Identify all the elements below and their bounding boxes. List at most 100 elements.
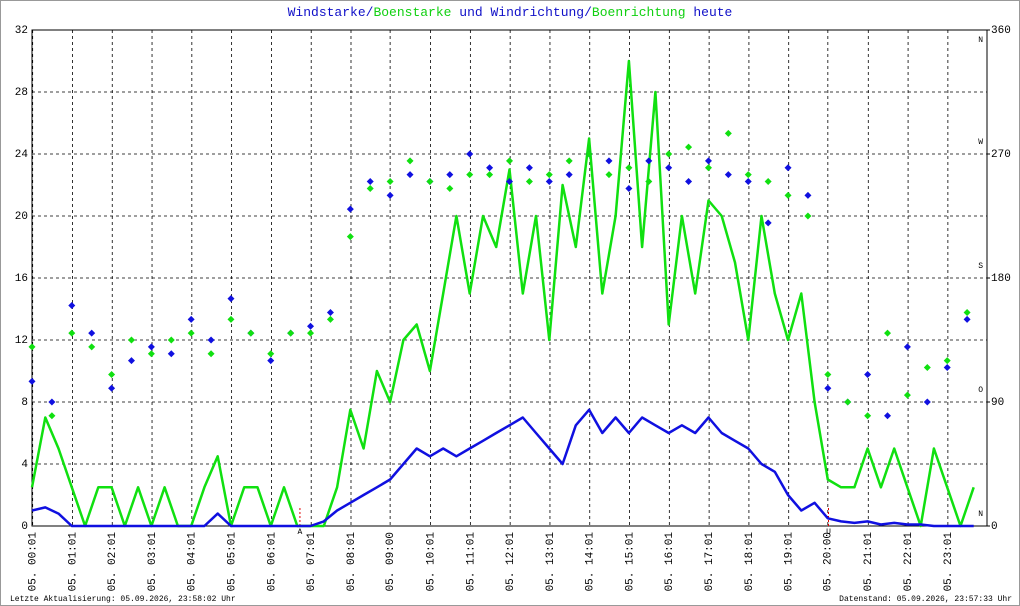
title-part: Windrichtung xyxy=(490,5,584,20)
direction-point xyxy=(605,171,613,179)
direction-point xyxy=(565,171,573,179)
title-part: Windstarke xyxy=(288,5,366,20)
direction-point xyxy=(486,171,494,179)
direction-point xyxy=(963,308,971,316)
direction-point xyxy=(744,171,752,179)
direction-point xyxy=(406,157,414,165)
direction-point xyxy=(545,178,553,186)
direction-point xyxy=(744,178,752,186)
direction-point xyxy=(108,384,116,392)
direction-point xyxy=(923,398,931,406)
x-tick-label: 05. 10:01 xyxy=(425,532,437,592)
annotation-label: A xyxy=(298,528,303,537)
direction-point xyxy=(167,350,175,358)
x-tick-label: 05. 18:01 xyxy=(744,532,756,592)
x-tick-label: 05. 13:01 xyxy=(545,532,557,592)
y2-tick-label: 90 xyxy=(991,397,1004,409)
x-tick-label: 05. 21:01 xyxy=(863,532,875,592)
y-tick-label: 0 xyxy=(21,521,28,533)
y-tick-label: 4 xyxy=(21,459,28,471)
direction-point xyxy=(585,150,593,158)
direction-point xyxy=(108,370,116,378)
x-tick-label: 05. 14:01 xyxy=(585,532,597,592)
direction-point xyxy=(864,412,872,420)
direction-point xyxy=(665,150,673,158)
title-part: und xyxy=(451,5,490,20)
direction-point xyxy=(446,184,454,192)
direction-point xyxy=(267,350,275,358)
direction-point xyxy=(28,343,36,351)
direction-point xyxy=(267,357,275,365)
direction-point xyxy=(386,178,394,186)
direction-point xyxy=(207,350,215,358)
direction-point xyxy=(406,171,414,179)
direction-point xyxy=(903,343,911,351)
direction-point xyxy=(625,184,633,192)
title-part: / xyxy=(584,5,592,20)
x-tick-label: 05. 04:01 xyxy=(187,532,199,592)
direction-point xyxy=(804,191,812,199)
direction-point xyxy=(127,357,135,365)
direction-point xyxy=(147,350,155,358)
direction-point xyxy=(227,315,235,323)
direction-point xyxy=(724,171,732,179)
x-tick-label: 05. 19:01 xyxy=(784,532,796,592)
y-tick-label: 24 xyxy=(15,149,29,161)
direction-point xyxy=(466,171,474,179)
x-tick-label: 05. 07:01 xyxy=(306,532,318,592)
x-tick-label: 05. 08:01 xyxy=(346,532,358,592)
x-tick-label: 05. 20:00 xyxy=(823,532,835,591)
direction-point xyxy=(625,164,633,172)
y-tick-label: 32 xyxy=(15,25,28,37)
x-tick-label: 05. 22:01 xyxy=(903,532,915,592)
y-tick-label: 8 xyxy=(21,397,28,409)
x-tick-label: 05. 16:01 xyxy=(664,532,676,592)
annotation-label: U xyxy=(826,528,831,537)
direction-point xyxy=(167,336,175,344)
x-tick-label: 05. 06:01 xyxy=(266,532,278,592)
direction-point xyxy=(784,164,792,172)
y2-compass-label: N xyxy=(978,36,983,45)
y2-tick-label: 360 xyxy=(991,25,1011,37)
title-part: Boenrichtung xyxy=(592,5,686,20)
direction-point xyxy=(545,171,553,179)
direction-point xyxy=(207,336,215,344)
y2-tick-label: 0 xyxy=(991,521,998,533)
direction-point xyxy=(704,157,712,165)
direction-point xyxy=(466,150,474,158)
x-tick-label: 05. 15:01 xyxy=(624,532,636,592)
y-tick-label: 12 xyxy=(15,335,28,347)
wind-line xyxy=(31,408,974,528)
direction-point xyxy=(685,178,693,186)
direction-point xyxy=(864,370,872,378)
direction-point xyxy=(525,164,533,172)
direction-point xyxy=(366,178,374,186)
direction-point xyxy=(88,343,96,351)
direction-point xyxy=(386,191,394,199)
x-tick-label: 05. 01:01 xyxy=(67,532,79,592)
direction-point xyxy=(645,157,653,165)
direction-point xyxy=(685,143,693,151)
direction-point xyxy=(127,336,135,344)
direction-point xyxy=(68,329,76,337)
y-tick-label: 28 xyxy=(15,87,28,99)
direction-point xyxy=(764,219,772,227)
direction-point xyxy=(903,391,911,399)
direction-point xyxy=(704,164,712,172)
direction-point xyxy=(506,157,513,165)
y2-compass-label: W xyxy=(978,138,983,147)
y2-compass-label: N xyxy=(978,510,983,519)
direction-point xyxy=(506,178,513,186)
direction-point xyxy=(784,191,792,199)
direction-point xyxy=(326,308,334,316)
y2-compass-label: S xyxy=(978,262,983,271)
direction-point xyxy=(187,315,195,323)
y2-compass-label: O xyxy=(978,386,983,395)
direction-point xyxy=(565,157,573,165)
direction-point xyxy=(28,377,36,385)
direction-point xyxy=(88,329,96,337)
chart-title: Windstarke/Boenstarke und Windrichtung/B… xyxy=(288,5,733,20)
title-part: / xyxy=(366,5,374,20)
direction-point xyxy=(884,329,892,337)
direction-point xyxy=(764,178,772,186)
